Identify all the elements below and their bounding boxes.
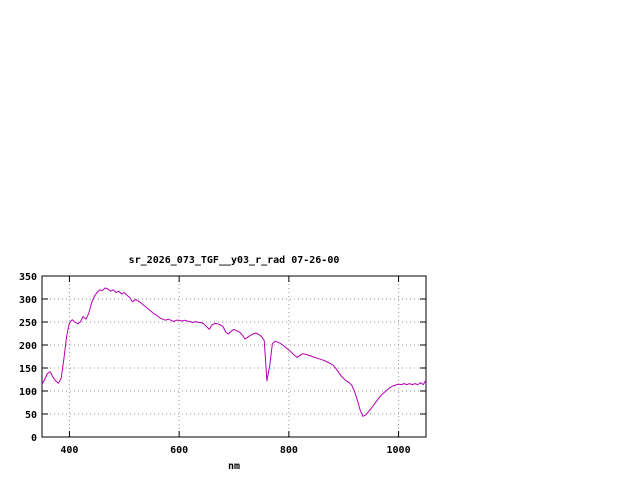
y-tick-label: 200 xyxy=(19,341,37,352)
y-tick-label: 350 xyxy=(19,272,37,283)
x-tick-label: 400 xyxy=(60,445,78,456)
y-tick-label: 250 xyxy=(19,318,37,329)
y-tick-label: 150 xyxy=(19,364,37,375)
y-tick-label: 0 xyxy=(31,433,37,444)
x-tick-label: 1000 xyxy=(387,445,411,456)
x-tick-label: 600 xyxy=(170,445,188,456)
series-line xyxy=(41,287,427,417)
y-tick-label: 300 xyxy=(19,295,37,306)
y-tick-label: 100 xyxy=(19,387,37,398)
y-tick-label: 50 xyxy=(25,410,37,421)
plot-area: 0 50 100 150 200 250 300 350 400 600 800 1000 xyxy=(19,272,427,456)
plot-border xyxy=(41,275,427,438)
x-tick-label: 800 xyxy=(280,445,298,456)
x-axis-label: nm xyxy=(228,461,240,472)
chart-title: sr_2026_073_TGF__y03_r_rad 07-26-00 xyxy=(129,255,340,266)
